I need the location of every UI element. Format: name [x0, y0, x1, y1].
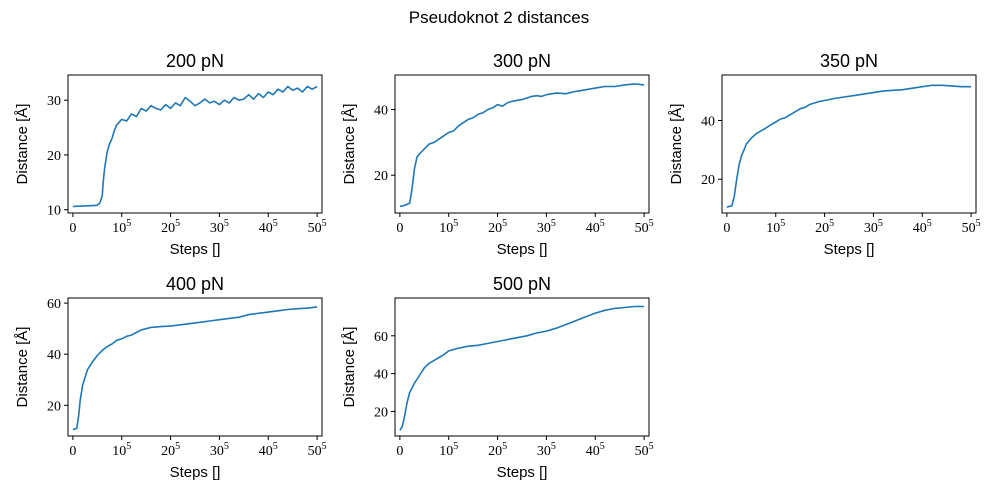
- subplot-1-ytick-label: 20: [47, 149, 61, 164]
- subplot-5-xtick-label: 0: [396, 444, 403, 459]
- subplot-4-xtick-label: 305: [210, 441, 229, 459]
- subplot-3-xtick-label: 505: [962, 218, 981, 236]
- subplot-4-ylabel: Distance [Å]: [14, 327, 31, 408]
- subplot-3-title: 350 pN: [820, 51, 878, 71]
- subplot-3-ytick-label: 40: [701, 115, 715, 130]
- subplot-4-ytick-label: 60: [47, 297, 61, 312]
- subplot-2-xtick-label: 205: [488, 218, 507, 236]
- subplot-2-xlabel: Steps []: [497, 241, 548, 258]
- subplot-5-xtick-label: 405: [586, 441, 605, 459]
- subplot-1-xtick-label: 0: [69, 221, 76, 236]
- subplot-3-ytick-label: 20: [701, 173, 715, 188]
- subplot-2-xtick-label: 505: [635, 218, 654, 236]
- subplot-5-ytick-label: 40: [374, 368, 388, 383]
- subplot-2-xtick-label: 105: [439, 218, 458, 236]
- subplot-4-series-line: [72, 306, 318, 431]
- subplot-1-xtick-label: 105: [112, 218, 131, 236]
- subplot-2-xtick-label: 305: [537, 218, 556, 236]
- subplot-1-xtick-label: 305: [210, 218, 229, 236]
- subplot-1-title: 200 pN: [166, 51, 224, 71]
- subplot-3-ylabel: Distance [Å]: [668, 104, 685, 185]
- subplot-4-xlabel: Steps []: [170, 464, 221, 481]
- subplot-1-series-line: [72, 85, 318, 208]
- subplots: 200 pN 0 105 205 305 405 505 10 20 30 Steps [] Dist…: [14, 51, 981, 481]
- subplot-2-ylabel: Distance [Å]: [341, 104, 358, 185]
- subplot-4-ytick-label: 40: [47, 348, 61, 363]
- subplot-4-xtick-label: 105: [112, 441, 131, 459]
- subplot-4-title: 400 pN: [166, 274, 224, 294]
- subplot-2-xtick-label: 405: [586, 218, 605, 236]
- subplot-1: 200 pN 0 105 205 305 405 505 10 20 30 Steps [] Dist…: [14, 51, 327, 258]
- subplot-5-ytick-label: 20: [374, 405, 388, 420]
- subplot-4-xtick-label: 505: [308, 441, 327, 459]
- subplot-3-xtick-label: 205: [815, 218, 834, 236]
- figure-suptitle: Pseudoknot 2 distances: [409, 8, 590, 27]
- subplot-5-series-line: [399, 305, 645, 431]
- subplot-1-ytick-label: 10: [47, 204, 61, 219]
- subplot-2: 300 pN 0 105 205 305 405 505 20 40 Steps [] Distan…: [341, 51, 654, 258]
- subplot-5-xtick-label: 205: [488, 441, 507, 459]
- subplot-4: 400 pN 0 105 205 305 405 505 20 40 60 Steps [] Dist…: [14, 274, 327, 481]
- subplot-2-axes-frame: [394, 74, 650, 214]
- subplot-4-xtick-label: 205: [161, 441, 180, 459]
- subplot-2-title: 300 pN: [493, 51, 551, 71]
- subplot-1-xlabel: Steps []: [170, 241, 221, 258]
- subplot-4-axes-frame: [67, 297, 323, 437]
- subplot-5-title: 500 pN: [493, 274, 551, 294]
- subplot-3: 350 pN 0 105 205 305 405 505 20 40 Steps [] Distan…: [668, 51, 981, 258]
- subplot-2-series-line: [399, 83, 645, 208]
- subplot-1-xtick-label: 505: [308, 218, 327, 236]
- subplot-3-xtick-label: 0: [723, 221, 730, 236]
- subplot-5-ytick-label: 60: [374, 330, 388, 345]
- subplot-1-xtick-label: 205: [161, 218, 180, 236]
- subplot-5-xlabel: Steps []: [497, 464, 548, 481]
- subplot-4-xtick-label: 405: [259, 441, 278, 459]
- subplot-3-xtick-label: 105: [766, 218, 785, 236]
- subplot-3-series-line: [726, 84, 972, 208]
- subplot-1-ytick-label: 30: [47, 94, 61, 109]
- subplot-3-xtick-label: 405: [913, 218, 932, 236]
- subplot-2-xtick-label: 0: [396, 221, 403, 236]
- subplot-5-xtick-label: 505: [635, 441, 654, 459]
- subplot-2-ytick-label: 40: [374, 104, 388, 119]
- subplot-3-xtick-label: 305: [864, 218, 883, 236]
- subplot-5-xtick-label: 305: [537, 441, 556, 459]
- subplot-5-ylabel: Distance [Å]: [341, 327, 358, 408]
- subplot-5-xtick-label: 105: [439, 441, 458, 459]
- subplot-1-ylabel: Distance [Å]: [14, 104, 31, 185]
- subplot-5: 500 pN 0 105 205 305 405 505 20 40 60 Steps [] Dist…: [341, 274, 654, 481]
- subplot-1-xtick-label: 405: [259, 218, 278, 236]
- subplot-3-axes-frame: [721, 74, 977, 214]
- subplot-1-axes-frame: [67, 74, 323, 214]
- subplot-2-ytick-label: 20: [374, 169, 388, 184]
- subplot-4-xtick-label: 0: [69, 444, 76, 459]
- subplot-5-axes-frame: [394, 297, 650, 437]
- subplot-4-ytick-label: 20: [47, 399, 61, 414]
- subplot-3-xlabel: Steps []: [824, 241, 875, 258]
